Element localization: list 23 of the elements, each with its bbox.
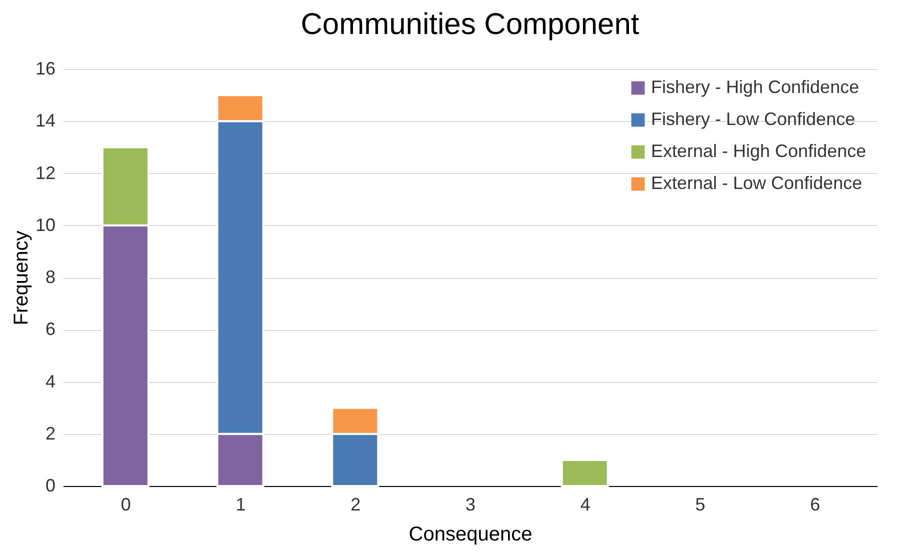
legend-label: External - Low Confidence (651, 173, 862, 193)
y-tick-label: 12 (35, 162, 56, 183)
x-tick-label: 3 (465, 494, 476, 514)
x-tick-label: 2 (350, 494, 361, 514)
x-tick-label: 1 (236, 494, 246, 514)
y-tick-label: 16 (35, 58, 56, 78)
x-tick-label: 0 (120, 494, 131, 514)
y-tick-label: 8 (45, 267, 56, 287)
legend-label: External - High Confidence (651, 141, 866, 161)
x-axis-title: Consequence (408, 524, 532, 546)
x-tick-label: 4 (580, 494, 590, 514)
y-tick-label: 6 (45, 319, 56, 340)
chart-title: Communities Component (300, 8, 640, 41)
legend-label: Fishery - Low Confidence (651, 109, 856, 129)
x-tick-label: 5 (695, 494, 706, 514)
y-axis-title: Frequency (10, 230, 32, 326)
y-tick-label: 10 (35, 214, 56, 235)
y-tick-label: 2 (45, 423, 56, 444)
x-tick-label: 6 (810, 494, 820, 514)
legend-label: Fishery - High Confidence (651, 77, 860, 97)
y-tick-label: 14 (35, 110, 56, 131)
y-tick-label: 4 (45, 371, 56, 392)
y-tick-label: 0 (45, 476, 56, 496)
